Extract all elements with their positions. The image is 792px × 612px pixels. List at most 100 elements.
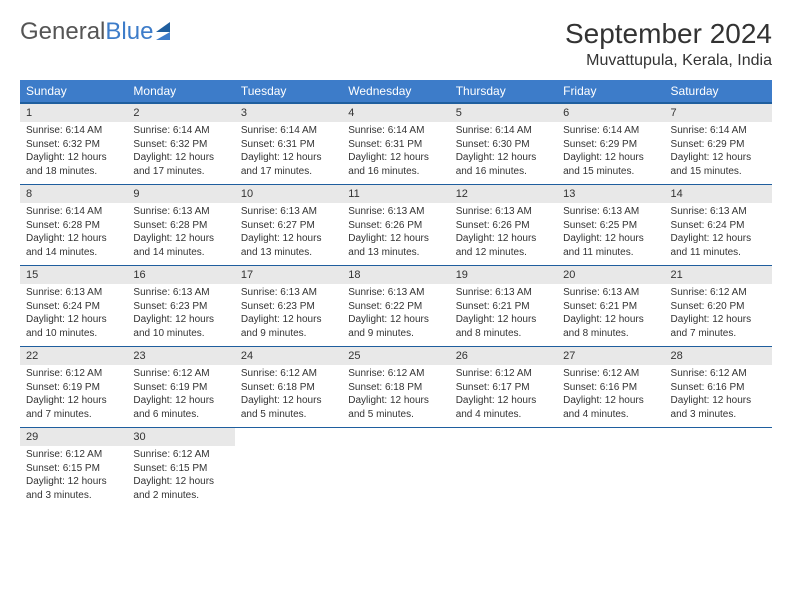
daybody-row: Sunrise: 6:14 AMSunset: 6:32 PMDaylight:… [20, 122, 772, 185]
day-d1: Daylight: 12 hours [348, 313, 443, 327]
day-details: Sunrise: 6:14 AMSunset: 6:31 PMDaylight:… [235, 122, 342, 184]
location: Muvattupula, Kerala, India [565, 52, 772, 70]
logo-text-general: General [20, 18, 105, 46]
day-sr: Sunrise: 6:13 AM [241, 205, 336, 219]
day-number: 15 [20, 266, 127, 284]
day-d1: Daylight: 12 hours [456, 313, 551, 327]
day-number-cell: 20 [557, 266, 664, 285]
day-ss: Sunset: 6:29 PM [671, 138, 766, 152]
day-ss: Sunset: 6:31 PM [348, 138, 443, 152]
day-body-cell [235, 446, 342, 508]
day-ss: Sunset: 6:30 PM [456, 138, 551, 152]
day-d1: Daylight: 12 hours [241, 232, 336, 246]
day-d2: and 17 minutes. [241, 165, 336, 179]
day-d1: Daylight: 12 hours [671, 394, 766, 408]
weekday-header: Saturday [665, 80, 772, 103]
calendar: Sunday Monday Tuesday Wednesday Thursday… [20, 80, 772, 508]
day-sr: Sunrise: 6:12 AM [348, 367, 443, 381]
day-sr: Sunrise: 6:13 AM [456, 286, 551, 300]
day-number-cell [450, 428, 557, 447]
day-d1: Daylight: 12 hours [563, 232, 658, 246]
day-body-cell: Sunrise: 6:12 AMSunset: 6:16 PMDaylight:… [665, 365, 772, 428]
day-d2: and 10 minutes. [133, 327, 228, 341]
day-sr: Sunrise: 6:12 AM [26, 367, 121, 381]
day-details: Sunrise: 6:13 AMSunset: 6:22 PMDaylight:… [342, 284, 449, 346]
day-details: Sunrise: 6:13 AMSunset: 6:24 PMDaylight:… [665, 203, 772, 265]
day-details: Sunrise: 6:13 AMSunset: 6:23 PMDaylight:… [127, 284, 234, 346]
day-body-cell [557, 446, 664, 508]
day-d1: Daylight: 12 hours [241, 313, 336, 327]
day-sr: Sunrise: 6:14 AM [348, 124, 443, 138]
weekday-header: Sunday [20, 80, 127, 103]
day-body-cell: Sunrise: 6:12 AMSunset: 6:19 PMDaylight:… [20, 365, 127, 428]
day-details: Sunrise: 6:12 AMSunset: 6:16 PMDaylight:… [665, 365, 772, 427]
day-details: Sunrise: 6:12 AMSunset: 6:15 PMDaylight:… [20, 446, 127, 508]
day-d2: and 18 minutes. [26, 165, 121, 179]
logo-text-blue: Blue [105, 18, 153, 46]
day-body-cell: Sunrise: 6:13 AMSunset: 6:26 PMDaylight:… [342, 203, 449, 266]
day-number: 1 [20, 104, 127, 122]
daybody-row: Sunrise: 6:12 AMSunset: 6:19 PMDaylight:… [20, 365, 772, 428]
day-number-cell: 14 [665, 185, 772, 204]
day-number-cell: 11 [342, 185, 449, 204]
weekday-header: Tuesday [235, 80, 342, 103]
day-body-cell: Sunrise: 6:14 AMSunset: 6:30 PMDaylight:… [450, 122, 557, 185]
day-ss: Sunset: 6:27 PM [241, 219, 336, 233]
day-sr: Sunrise: 6:12 AM [26, 448, 121, 462]
day-number-cell: 26 [450, 347, 557, 366]
day-details: Sunrise: 6:14 AMSunset: 6:31 PMDaylight:… [342, 122, 449, 184]
day-sr: Sunrise: 6:12 AM [133, 367, 228, 381]
day-d1: Daylight: 12 hours [26, 394, 121, 408]
day-body-cell [665, 446, 772, 508]
day-ss: Sunset: 6:21 PM [456, 300, 551, 314]
day-details: Sunrise: 6:12 AMSunset: 6:17 PMDaylight:… [450, 365, 557, 427]
day-d1: Daylight: 12 hours [671, 151, 766, 165]
day-ss: Sunset: 6:18 PM [241, 381, 336, 395]
day-body-cell: Sunrise: 6:14 AMSunset: 6:31 PMDaylight:… [235, 122, 342, 185]
day-number: 2 [127, 104, 234, 122]
day-ss: Sunset: 6:25 PM [563, 219, 658, 233]
header: GeneralBlue September 2024 Muvattupula, … [20, 18, 772, 70]
day-ss: Sunset: 6:23 PM [241, 300, 336, 314]
day-number: 12 [450, 185, 557, 203]
day-body-cell: Sunrise: 6:13 AMSunset: 6:25 PMDaylight:… [557, 203, 664, 266]
day-d1: Daylight: 12 hours [26, 313, 121, 327]
day-number-cell: 3 [235, 103, 342, 122]
day-body-cell [450, 446, 557, 508]
day-number: 23 [127, 347, 234, 365]
day-number-cell: 15 [20, 266, 127, 285]
day-number-cell: 28 [665, 347, 772, 366]
day-d2: and 17 minutes. [133, 165, 228, 179]
day-d1: Daylight: 12 hours [241, 151, 336, 165]
day-body-cell: Sunrise: 6:13 AMSunset: 6:22 PMDaylight:… [342, 284, 449, 347]
day-body-cell: Sunrise: 6:13 AMSunset: 6:24 PMDaylight:… [665, 203, 772, 266]
day-body-cell: Sunrise: 6:12 AMSunset: 6:17 PMDaylight:… [450, 365, 557, 428]
day-number-cell: 30 [127, 428, 234, 447]
day-sr: Sunrise: 6:14 AM [563, 124, 658, 138]
day-number: 25 [342, 347, 449, 365]
day-d2: and 4 minutes. [563, 408, 658, 422]
day-sr: Sunrise: 6:13 AM [241, 286, 336, 300]
day-d2: and 7 minutes. [671, 327, 766, 341]
day-body-cell: Sunrise: 6:13 AMSunset: 6:27 PMDaylight:… [235, 203, 342, 266]
day-d2: and 15 minutes. [671, 165, 766, 179]
day-body-cell: Sunrise: 6:14 AMSunset: 6:29 PMDaylight:… [665, 122, 772, 185]
day-d1: Daylight: 12 hours [563, 394, 658, 408]
day-details: Sunrise: 6:12 AMSunset: 6:18 PMDaylight:… [342, 365, 449, 427]
daybody-row: Sunrise: 6:14 AMSunset: 6:28 PMDaylight:… [20, 203, 772, 266]
day-details: Sunrise: 6:13 AMSunset: 6:25 PMDaylight:… [557, 203, 664, 265]
day-sr: Sunrise: 6:13 AM [348, 205, 443, 219]
day-number: 5 [450, 104, 557, 122]
day-number: 13 [557, 185, 664, 203]
day-number: 17 [235, 266, 342, 284]
day-number-cell: 13 [557, 185, 664, 204]
day-sr: Sunrise: 6:14 AM [671, 124, 766, 138]
page: GeneralBlue September 2024 Muvattupula, … [0, 0, 792, 526]
day-d1: Daylight: 12 hours [26, 151, 121, 165]
day-body-cell: Sunrise: 6:14 AMSunset: 6:32 PMDaylight:… [20, 122, 127, 185]
day-ss: Sunset: 6:26 PM [348, 219, 443, 233]
day-body-cell: Sunrise: 6:12 AMSunset: 6:18 PMDaylight:… [342, 365, 449, 428]
day-ss: Sunset: 6:18 PM [348, 381, 443, 395]
day-d1: Daylight: 12 hours [456, 151, 551, 165]
day-body-cell: Sunrise: 6:14 AMSunset: 6:29 PMDaylight:… [557, 122, 664, 185]
